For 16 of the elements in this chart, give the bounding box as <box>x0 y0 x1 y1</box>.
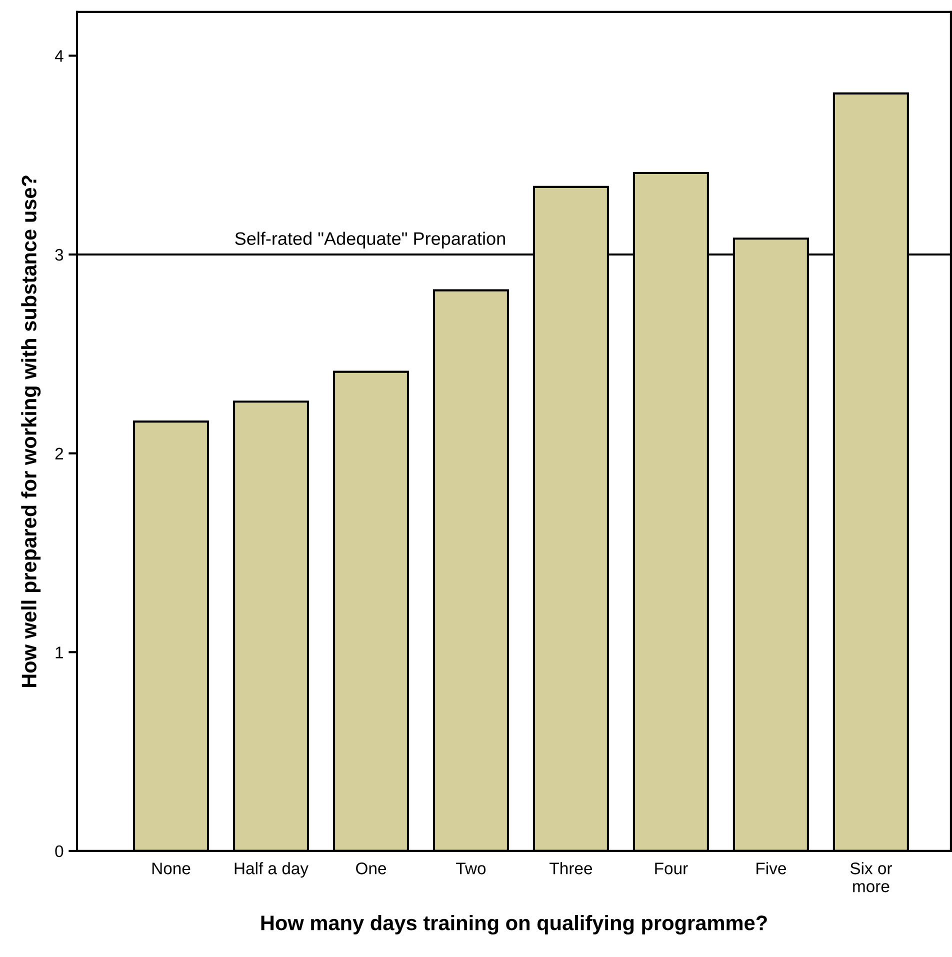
ref-line-label: Self-rated "Adequate" Preparation <box>235 232 505 249</box>
x-tick-label: Six or more <box>850 862 892 892</box>
x-tick-label: Three <box>550 862 592 874</box>
y-tick-label: 3 <box>55 248 64 261</box>
y-tick-label: 2 <box>55 448 63 460</box>
x-tick-label: None <box>152 862 190 874</box>
x-axis-title: How many days training on qualifying programme? <box>261 915 767 935</box>
x-tick-label: One <box>356 862 386 874</box>
y-tick-label: 4 <box>54 50 64 62</box>
y-tick-label: 0 <box>55 845 64 858</box>
x-tick-label: Four <box>655 862 688 874</box>
x-tick-label: Five <box>756 862 786 874</box>
y-tick-label: 1 <box>56 646 64 658</box>
y-axis-title: How well prepared for working with substance use? <box>21 176 41 688</box>
x-tick-label: Two <box>456 862 486 874</box>
x-tick-label: Half a day <box>234 862 308 878</box>
